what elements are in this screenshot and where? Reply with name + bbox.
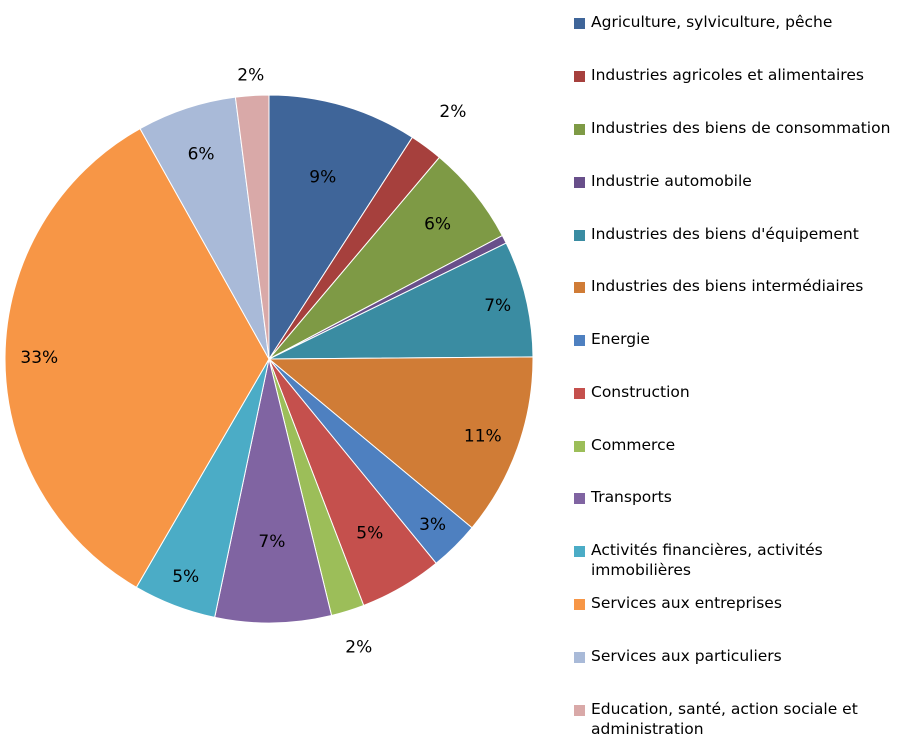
legend-swatch bbox=[574, 230, 585, 241]
slice-label-10: 5% bbox=[172, 567, 199, 587]
legend-item: Agriculture, sylviculture, pêche bbox=[574, 12, 921, 32]
legend-item: Services aux entreprises bbox=[574, 593, 921, 613]
legend-label: Services aux entreprises bbox=[591, 594, 782, 612]
legend-swatch bbox=[574, 388, 585, 399]
legend-item: Education, santé, action sociale et admi… bbox=[574, 699, 921, 739]
pie-slice-4 bbox=[268, 242, 534, 360]
legend-label: Industries des biens intermédiaires bbox=[591, 277, 864, 295]
legend-item: Transports bbox=[574, 487, 921, 507]
legend-swatch bbox=[574, 599, 585, 610]
legend-label: Industries agricoles et alimentaires bbox=[591, 66, 864, 84]
legend-swatch bbox=[574, 124, 585, 135]
pie-slice-5 bbox=[267, 356, 534, 529]
legend-item: Industries des biens d'équipement bbox=[574, 224, 921, 244]
pie-slice-13 bbox=[234, 94, 270, 360]
legend-label: Activités financières, activités immobil… bbox=[591, 541, 823, 579]
legend-item: Commerce bbox=[574, 435, 921, 455]
slice-label-0: 9% bbox=[309, 168, 336, 188]
legend-item: Services aux particuliers bbox=[574, 646, 921, 666]
legend-label: Commerce bbox=[591, 436, 676, 454]
legend-label: Industries des biens d'équipement bbox=[591, 225, 859, 243]
legend-item: Industries agricoles et alimentaires bbox=[574, 65, 921, 85]
legend-item: Construction bbox=[574, 382, 921, 402]
slice-label-12: 6% bbox=[188, 144, 215, 164]
slice-label-5: 11% bbox=[464, 426, 502, 446]
legend-swatch bbox=[574, 18, 585, 29]
legend-label: Transports bbox=[591, 488, 672, 506]
pie-chart: 9% 2% 6% 7% 11% 3% 5% 2% 7% 5% 33% 6% 2% bbox=[4, 66, 534, 658]
slice-label-4: 7% bbox=[484, 296, 511, 316]
legend-label: Services aux particuliers bbox=[591, 647, 782, 665]
legend-item: Energie bbox=[574, 329, 921, 349]
pie-slice-11 bbox=[4, 127, 270, 588]
pie-labels: 9% 2% 6% 7% 11% 3% 5% 2% 7% 5% 33% 6% 2% bbox=[20, 66, 511, 658]
slice-label-6: 3% bbox=[419, 515, 446, 535]
legend-label: Construction bbox=[591, 383, 690, 401]
pie-slice-9 bbox=[214, 358, 333, 624]
legend-swatch bbox=[574, 441, 585, 452]
legend-swatch bbox=[574, 705, 585, 716]
slice-label-2: 6% bbox=[424, 214, 451, 234]
slice-label-13: 2% bbox=[237, 66, 264, 86]
pie-slice-0 bbox=[268, 94, 414, 361]
slice-label-1: 2% bbox=[439, 102, 466, 122]
legend-item: Industries des biens de consommation bbox=[574, 118, 921, 138]
legend-label: Industries des biens de consommation bbox=[591, 119, 891, 137]
legend-item: Industrie automobile bbox=[574, 171, 921, 191]
slice-label-11: 33% bbox=[20, 348, 58, 368]
slice-label-9: 7% bbox=[258, 532, 285, 552]
legend-item: Industries des biens intermédiaires bbox=[574, 276, 921, 296]
legend-label: Energie bbox=[591, 330, 650, 348]
slice-label-7: 5% bbox=[356, 524, 383, 544]
legend-label: Education, santé, action sociale et admi… bbox=[591, 700, 858, 738]
legend-swatch bbox=[574, 335, 585, 346]
legend-swatch bbox=[574, 546, 585, 557]
legend-swatch bbox=[574, 282, 585, 293]
slice-label-8: 2% bbox=[345, 637, 372, 657]
legend-swatch bbox=[574, 652, 585, 663]
legend-item: Activités financières, activités immobil… bbox=[574, 540, 921, 580]
legend-swatch bbox=[574, 177, 585, 188]
legend-label: Industrie automobile bbox=[591, 172, 752, 190]
pie-slices bbox=[4, 94, 534, 624]
legend-swatch bbox=[574, 493, 585, 504]
legend-swatch bbox=[574, 71, 585, 82]
legend-label: Agriculture, sylviculture, pêche bbox=[591, 13, 833, 31]
